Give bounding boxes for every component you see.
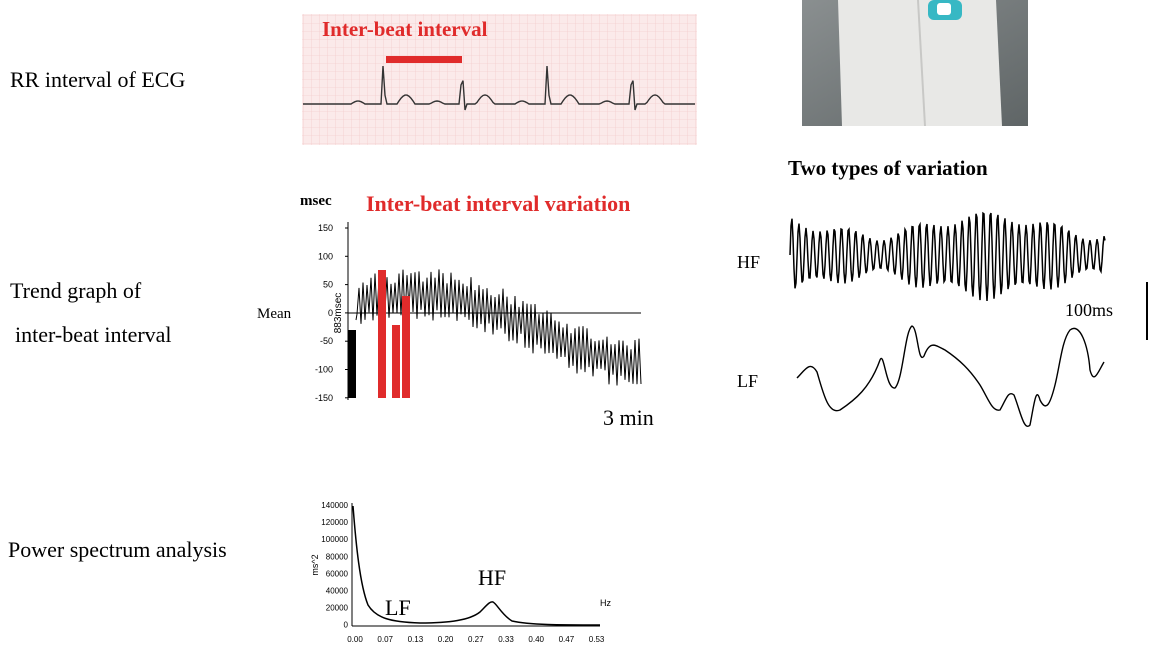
hf-wave	[789, 211, 1106, 301]
x-tick-label: 0.13	[408, 635, 424, 644]
mean-label: Mean	[257, 306, 292, 322]
y-tick-label: 100000	[321, 535, 348, 544]
duration-label: 3 min	[603, 405, 654, 430]
highlight-bar	[392, 325, 400, 398]
x-tick-label: 0.00	[347, 635, 363, 644]
y-tick-label: -50	[320, 336, 333, 346]
hf-label: HF	[737, 252, 760, 272]
highlight-bar	[402, 296, 410, 398]
variation-title: Two types of variation	[788, 156, 988, 180]
x-tick-label: 0.53	[589, 635, 605, 644]
y-tick-label: 60000	[326, 569, 349, 578]
interval-bar	[386, 56, 462, 63]
highlight-bar	[348, 330, 356, 398]
ecg-annotation: Inter-beat interval	[322, 17, 488, 41]
lf-wave	[796, 325, 1105, 428]
y-tick-label: 150	[318, 223, 333, 233]
trend-title: Inter-beat interval variation	[366, 191, 630, 216]
axis-unit: Hz	[600, 598, 611, 608]
row-label: inter-beat interval	[15, 322, 172, 347]
y-tick-label: 0	[344, 621, 349, 630]
x-tick-label: 0.33	[498, 635, 514, 644]
y-tick-label: 40000	[326, 587, 349, 596]
x-tick-label: 0.47	[559, 635, 575, 644]
axis-label: 883msec	[333, 293, 344, 334]
spectrum-curve	[352, 505, 601, 626]
y-tick-label: 120000	[321, 518, 348, 527]
hf-label: HF	[478, 565, 506, 590]
x-tick-label: 0.20	[438, 635, 454, 644]
ecg-strip	[302, 14, 697, 145]
x-tick-label: 0.40	[528, 635, 544, 644]
y-tick-label: 50	[323, 280, 333, 290]
unit-label: msec	[300, 193, 332, 209]
scale-label: 100ms	[1065, 300, 1113, 320]
photo	[802, 0, 1028, 127]
y-tick-label: -150	[315, 393, 333, 403]
trend-wave	[355, 269, 642, 386]
row-label: RR interval of ECG	[10, 67, 185, 92]
x-tick-label: 0.27	[468, 635, 484, 644]
ecg-trace	[303, 65, 695, 111]
y-tick-label: 0	[328, 308, 333, 318]
y-tick-label: 20000	[326, 604, 349, 613]
x-tick-label: 0.07	[377, 635, 393, 644]
y-tick-label: -100	[315, 365, 333, 375]
lf-label: LF	[737, 371, 758, 391]
y-tick-label: 140000	[321, 501, 348, 510]
row-label: Trend graph of	[10, 278, 142, 303]
y-tick-label: 80000	[326, 552, 349, 561]
y-tick-label: 100	[318, 251, 333, 261]
axis-label: ms^2	[310, 554, 320, 575]
lf-label: LF	[385, 595, 411, 620]
row-label: Power spectrum analysis	[8, 537, 227, 562]
highlight-bar	[378, 270, 386, 398]
